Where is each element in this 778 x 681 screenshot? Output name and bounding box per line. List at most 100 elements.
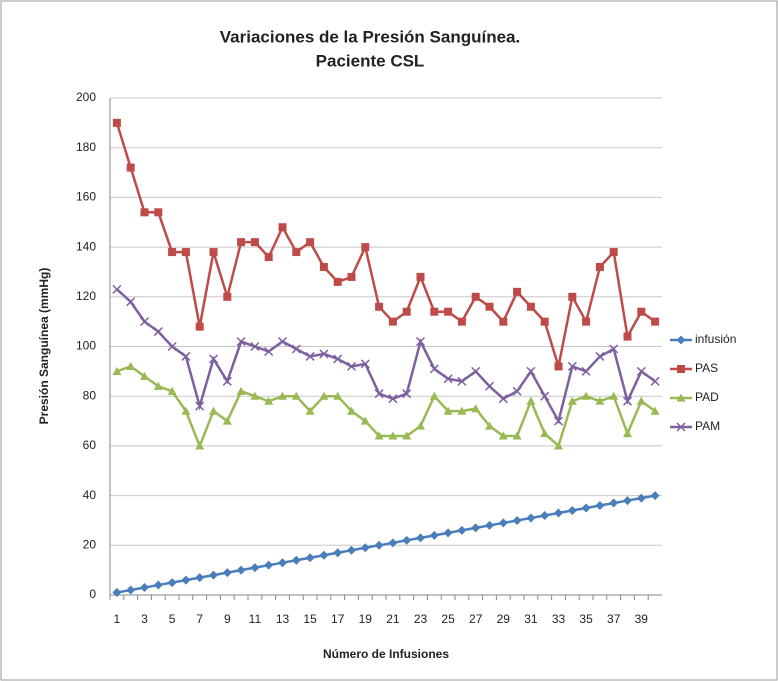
marker (443, 406, 453, 415)
marker (457, 376, 467, 386)
marker (153, 381, 163, 390)
marker (319, 550, 329, 560)
marker (676, 335, 686, 345)
x-tick-label: 1 (114, 612, 121, 626)
x-tick-label: 9 (224, 612, 231, 626)
marker (512, 431, 522, 440)
x-tick-label: 19 (359, 612, 373, 626)
marker (168, 248, 177, 257)
chart-title: Variaciones de la Presión Sanguínea. (220, 27, 520, 46)
marker (512, 515, 522, 525)
marker (402, 535, 412, 545)
marker (167, 578, 177, 588)
marker (540, 428, 550, 438)
marker (346, 361, 357, 371)
marker (209, 570, 218, 580)
x-tick-label: 21 (386, 612, 400, 626)
marker (526, 513, 536, 523)
marker (623, 332, 632, 341)
marker (222, 568, 232, 578)
series-line (116, 494, 656, 594)
marker (429, 530, 439, 540)
marker (554, 441, 563, 450)
marker (443, 528, 453, 538)
marker (291, 344, 301, 354)
marker (540, 391, 550, 401)
marker (388, 431, 398, 440)
marker (140, 208, 149, 217)
marker (567, 361, 577, 371)
marker (485, 302, 494, 311)
marker (623, 428, 632, 438)
marker (112, 366, 122, 375)
marker (333, 548, 343, 558)
marker (609, 248, 618, 257)
marker (222, 376, 232, 386)
x-tick-label: 27 (469, 612, 483, 626)
marker (306, 238, 315, 247)
x-tick-label: 29 (497, 612, 511, 626)
marker (581, 366, 591, 376)
marker (181, 351, 191, 361)
marker (291, 391, 301, 400)
marker (250, 563, 260, 573)
marker (153, 580, 163, 590)
marker (181, 575, 191, 585)
marker (305, 351, 315, 361)
marker (581, 391, 591, 400)
marker (277, 336, 288, 347)
marker (140, 583, 149, 593)
legend-label: PAD (695, 390, 719, 404)
marker (622, 396, 633, 406)
marker (126, 297, 136, 307)
marker (416, 533, 425, 543)
marker (582, 317, 591, 326)
marker (181, 248, 190, 257)
marker (429, 391, 439, 400)
x-tick-label: 35 (579, 612, 593, 626)
marker (513, 287, 522, 296)
marker (554, 362, 563, 371)
marker (264, 253, 273, 262)
marker (651, 317, 660, 326)
marker (167, 341, 177, 352)
marker (568, 292, 577, 301)
marker (195, 573, 205, 583)
marker (195, 401, 205, 411)
marker (402, 431, 412, 440)
marker (636, 396, 646, 405)
marker (457, 525, 467, 535)
marker (443, 374, 453, 384)
marker (236, 565, 246, 575)
y-tick-label: 80 (83, 388, 97, 402)
marker (278, 391, 287, 400)
marker (140, 371, 149, 380)
x-tick-label: 17 (331, 612, 345, 626)
marker (126, 361, 136, 370)
marker (526, 302, 535, 311)
marker (498, 431, 508, 440)
y-tick-label: 20 (83, 537, 97, 551)
marker (360, 416, 370, 425)
marker (415, 336, 426, 347)
marker (278, 558, 287, 568)
marker (637, 307, 646, 316)
marker (319, 349, 329, 359)
marker (388, 538, 398, 548)
marker (264, 396, 274, 405)
marker (333, 354, 343, 364)
marker (388, 394, 398, 404)
marker (540, 317, 549, 326)
marker (278, 223, 287, 232)
marker (153, 327, 163, 337)
marker (554, 508, 563, 518)
marker (567, 396, 577, 405)
marker (250, 341, 260, 352)
y-tick-label: 0 (89, 587, 96, 601)
marker (444, 307, 453, 316)
marker (347, 272, 356, 281)
x-tick-label: 33 (552, 612, 566, 626)
marker (292, 248, 301, 257)
